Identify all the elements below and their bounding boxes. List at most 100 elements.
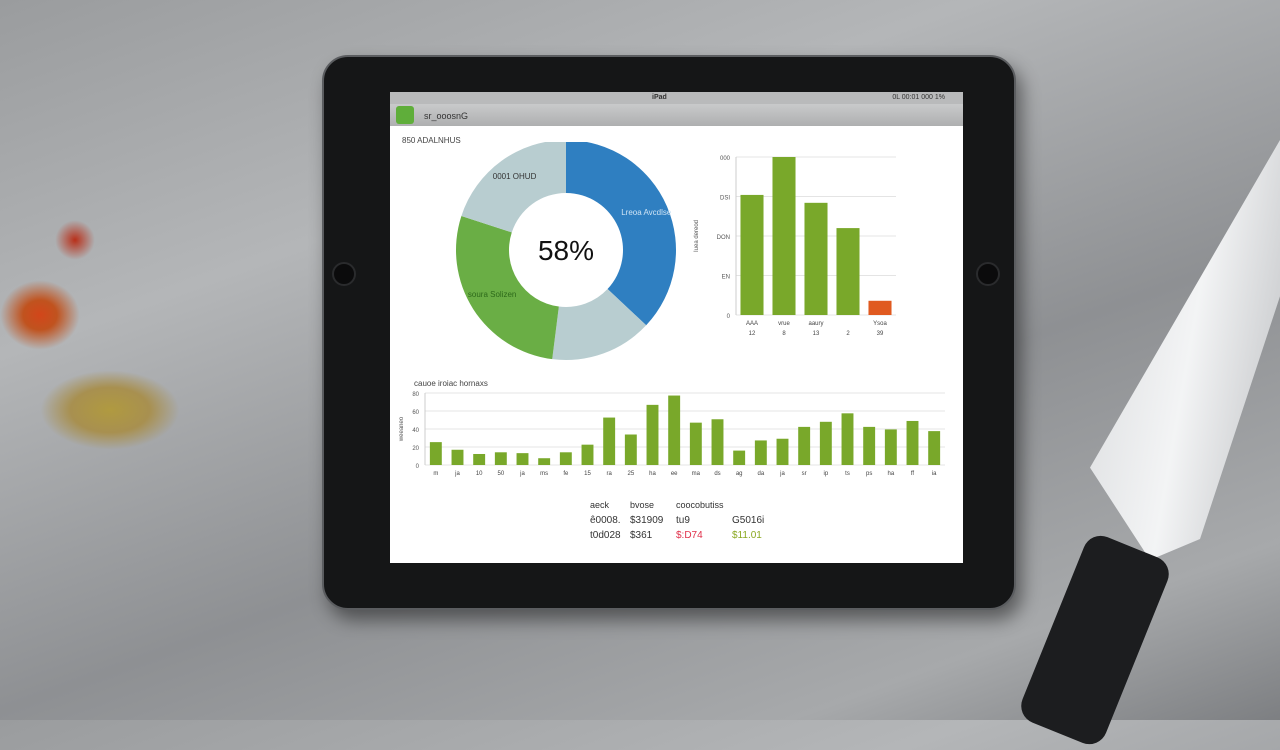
- table-cell-positive: $11.01: [732, 530, 762, 541]
- x-tick-label: ia: [932, 471, 937, 477]
- table-cell: t0d028: [590, 530, 621, 541]
- camera-right: [976, 262, 1000, 286]
- x-tick-label: sr: [802, 471, 807, 477]
- bar: [538, 458, 551, 465]
- x-tick-label: ra: [606, 471, 612, 477]
- knife-handle: [1015, 530, 1175, 750]
- monthly-bar-chart: 0 20 40 60 80 weeaneo m ja 10 50 ja ms fe 15 ra 25 ha ee m…: [399, 392, 945, 477]
- tablet-screen: iPad 0L 00:01 000 1% sr_ooosnG 850 ADALN…: [390, 92, 963, 563]
- bar: [711, 419, 724, 465]
- bar: [559, 452, 572, 465]
- table-header: aeck: [590, 500, 610, 510]
- y-axis-label: Iuea dereod: [694, 220, 700, 252]
- summary-table: aeck bvose coocobutiss ê0008. $31909 tu9…: [590, 500, 782, 541]
- donut-slice-label: soura Solizen: [468, 290, 516, 299]
- x-tick-label: da: [757, 471, 764, 477]
- x-tick-label: ip: [823, 471, 828, 477]
- bar: [473, 453, 486, 465]
- bar: [451, 449, 464, 465]
- x-tick-label: ha: [887, 471, 894, 477]
- app-name: sr_ooosnG: [424, 111, 469, 121]
- bar: [733, 450, 746, 465]
- x-tick-label: ja: [454, 471, 460, 477]
- x-tick-label: 50: [497, 471, 504, 477]
- bar: [906, 420, 919, 465]
- bar: [772, 157, 796, 315]
- y-tick-label: EN: [722, 275, 730, 281]
- donut-slice: [566, 142, 676, 326]
- x-tick-label: 13: [813, 331, 820, 337]
- x-tick-label: ms: [540, 471, 548, 477]
- x-tick-label: 39: [877, 331, 884, 337]
- section-title: 850 ADALNHUS: [402, 136, 461, 145]
- x-tick-label: ee: [671, 471, 678, 477]
- donut-slice: [456, 216, 559, 360]
- table-cell: $31909: [630, 515, 664, 526]
- table-header: bvose: [630, 500, 655, 510]
- app-logo: [396, 106, 414, 124]
- x-tick-label: ff: [911, 471, 915, 477]
- y-tick-label: DON: [717, 235, 730, 241]
- bar: [804, 202, 828, 315]
- y-tick-label: 80: [412, 392, 419, 398]
- x-tick-label: fe: [563, 471, 569, 477]
- x-tick-label: 25: [627, 471, 634, 477]
- bar: [841, 413, 854, 465]
- table-cell: G5016i: [732, 515, 765, 526]
- table-row: t0d028 $361 $:D74 $11.01: [590, 530, 782, 541]
- x-tick-label: ja: [519, 471, 525, 477]
- x-tick-sublabel: vrue: [778, 321, 790, 327]
- x-tick-sublabel: Ysoa: [873, 321, 887, 327]
- x-tick-label: ts: [845, 471, 850, 477]
- table-row: ê0008. $31909 tu9 G5016i: [590, 515, 782, 526]
- bar: [819, 421, 832, 465]
- x-tick-label: ja: [779, 471, 785, 477]
- bar: [624, 434, 637, 465]
- x-tick-label: 12: [749, 331, 756, 337]
- status-bar: iPad 0L 00:01 000 1%: [390, 92, 963, 104]
- bar: [928, 431, 941, 465]
- x-tick-label: 10: [476, 471, 483, 477]
- x-tick-label: 8: [782, 331, 786, 337]
- bar: [836, 228, 860, 315]
- bar: [868, 300, 892, 315]
- camera-left: [332, 262, 356, 286]
- donut-center-value: 58%: [538, 235, 594, 266]
- donut-slice-label: Lreoa Avcdlse: [621, 208, 672, 217]
- x-tick-label: 2: [846, 331, 850, 337]
- bar: [581, 444, 594, 465]
- x-tick-label: ha: [649, 471, 656, 477]
- donut-chart: Lreoa Avcdlse soura Solizen 0001 OHUD 58%: [456, 142, 676, 360]
- x-tick-label: ag: [736, 471, 743, 477]
- bar: [603, 417, 616, 465]
- table-header-row: aeck bvose coocobutiss: [590, 500, 782, 510]
- bar: [884, 429, 897, 465]
- bar-chart-title: cauoe iroiac hornaxs: [414, 379, 488, 388]
- bar: [429, 442, 442, 465]
- table-cell: tu9: [676, 515, 690, 526]
- device-name: iPad: [652, 94, 667, 101]
- bar: [689, 422, 702, 465]
- y-tick-label: 000: [720, 156, 731, 162]
- table-cell: ê0008.: [590, 515, 621, 526]
- bar: [863, 426, 876, 465]
- y-axis-label: weeaneo: [399, 416, 405, 442]
- knife-blade: [1090, 140, 1280, 560]
- y-tick-label: 60: [412, 410, 419, 416]
- y-tick-label: 0: [416, 464, 420, 470]
- x-tick-sublabel: AAA: [746, 321, 758, 327]
- donut-slice: [461, 142, 566, 233]
- bar: [740, 194, 764, 315]
- table-cell-negative: $:D74: [676, 530, 703, 541]
- bar: [646, 404, 659, 465]
- table-cell: $361: [630, 530, 653, 541]
- x-tick-label: ps: [866, 471, 872, 477]
- bar: [798, 426, 811, 465]
- bar: [516, 453, 529, 465]
- bar: [494, 452, 507, 465]
- x-tick-label: m: [433, 471, 438, 477]
- bar: [776, 438, 789, 465]
- bar: [754, 440, 767, 465]
- category-bar-chart: 0 EN DON DSI 000 Iuea dereod AAA 12 vrue 8 aaury 13…: [694, 156, 896, 337]
- table-header: coocobutiss: [676, 500, 724, 510]
